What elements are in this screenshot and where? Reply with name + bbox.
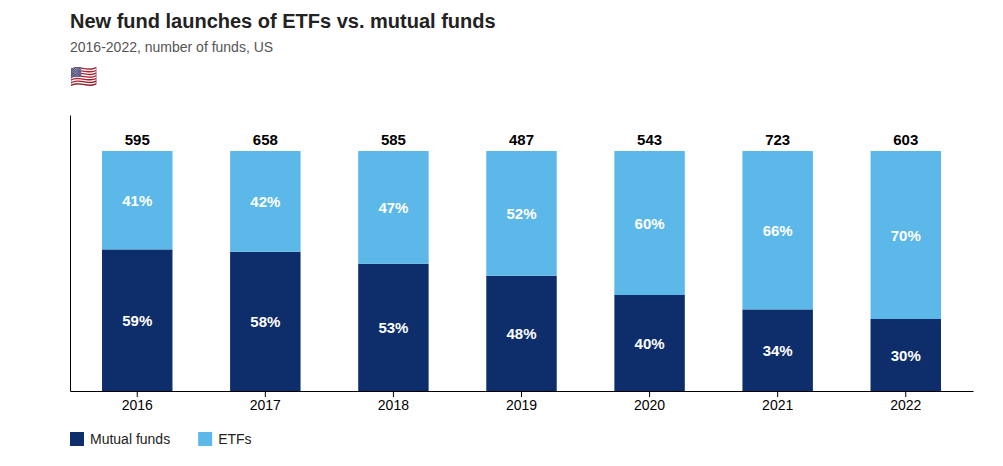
chart: New fund launches of ETFs vs. mutual fun… — [0, 0, 1003, 466]
data-label: 53% — [378, 319, 408, 336]
annotation: 🇺🇸 — [70, 64, 97, 89]
bar — [742, 151, 812, 309]
data-label: 58% — [250, 313, 280, 330]
total-label: 658 — [253, 131, 278, 148]
x-tick: 2019 — [506, 391, 537, 413]
legend-swatch — [198, 432, 212, 446]
x-tick-label: 2017 — [250, 397, 281, 413]
series — [102, 151, 941, 319]
x-tick: 2017 — [250, 391, 281, 413]
data-label: 66% — [763, 222, 793, 239]
title: New fund launches of ETFs vs. mutual fun… — [70, 10, 496, 32]
x-tick: 2018 — [378, 391, 409, 413]
bar — [358, 151, 428, 264]
legend-label: ETFs — [218, 431, 251, 447]
data-label: 30% — [891, 347, 921, 364]
bar — [230, 252, 300, 391]
bar — [871, 319, 941, 391]
legend-label: Mutual funds — [90, 431, 170, 447]
y-axis — [70, 116, 71, 392]
bar — [102, 249, 172, 391]
bar — [358, 264, 428, 391]
total-label: 543 — [637, 131, 662, 148]
totals: 595 658 585 487 543 723 603 — [125, 131, 919, 148]
legend: Mutual funds ETFs — [70, 431, 252, 447]
bar — [871, 151, 941, 319]
bar — [486, 276, 556, 391]
x-tick-label: 2018 — [378, 397, 409, 413]
bar — [486, 151, 556, 276]
data-label: 47% — [378, 199, 408, 216]
total-label: 585 — [381, 131, 406, 148]
data-label: 48% — [506, 325, 536, 342]
data-label: 59% — [122, 312, 152, 329]
plot: 2016 2017 2018 2019 2020 2021 2022 59% 58% 53% 48%… — [71, 116, 974, 413]
bar — [102, 151, 172, 249]
x-tick: 2021 — [762, 391, 793, 413]
data-label: 40% — [635, 335, 665, 352]
x-tick: 2022 — [890, 391, 921, 413]
data-label: 52% — [506, 205, 536, 222]
x-tick-label: 2019 — [506, 397, 537, 413]
bar — [614, 295, 684, 391]
data-label: 60% — [635, 215, 665, 232]
x-tick: 2016 — [122, 391, 153, 413]
x-tick-label: 2016 — [122, 397, 153, 413]
subtitle: 2016-2022, number of funds, US — [70, 39, 273, 55]
y-axis-line — [70, 116, 71, 392]
bars — [102, 151, 941, 391]
data-label: 34% — [763, 342, 793, 359]
x-axis: 2016 2017 2018 2019 2020 2021 2022 — [71, 391, 974, 413]
total-label: 603 — [893, 131, 918, 148]
bar — [614, 151, 684, 295]
data-label: 41% — [122, 192, 152, 209]
total-label: 487 — [509, 131, 534, 148]
data-label: 42% — [250, 193, 280, 210]
x-tick-label: 2021 — [762, 397, 793, 413]
x-tick-label: 2020 — [634, 397, 665, 413]
legend-item: Mutual funds — [70, 431, 170, 447]
legend-swatch — [70, 432, 84, 446]
total-label: 595 — [125, 131, 150, 148]
bar — [230, 151, 300, 252]
total-label: 723 — [765, 131, 790, 148]
legend-item: ETFs — [198, 431, 251, 447]
data-label: 70% — [891, 227, 921, 244]
x-tick: 2020 — [634, 391, 665, 413]
x-tick-label: 2022 — [890, 397, 921, 413]
bar — [742, 309, 812, 391]
data-labels: 59% 58% 53% 48% 40% 34% 30% 41% 42% 47% 52% 60% 66% 7… — [122, 192, 921, 364]
